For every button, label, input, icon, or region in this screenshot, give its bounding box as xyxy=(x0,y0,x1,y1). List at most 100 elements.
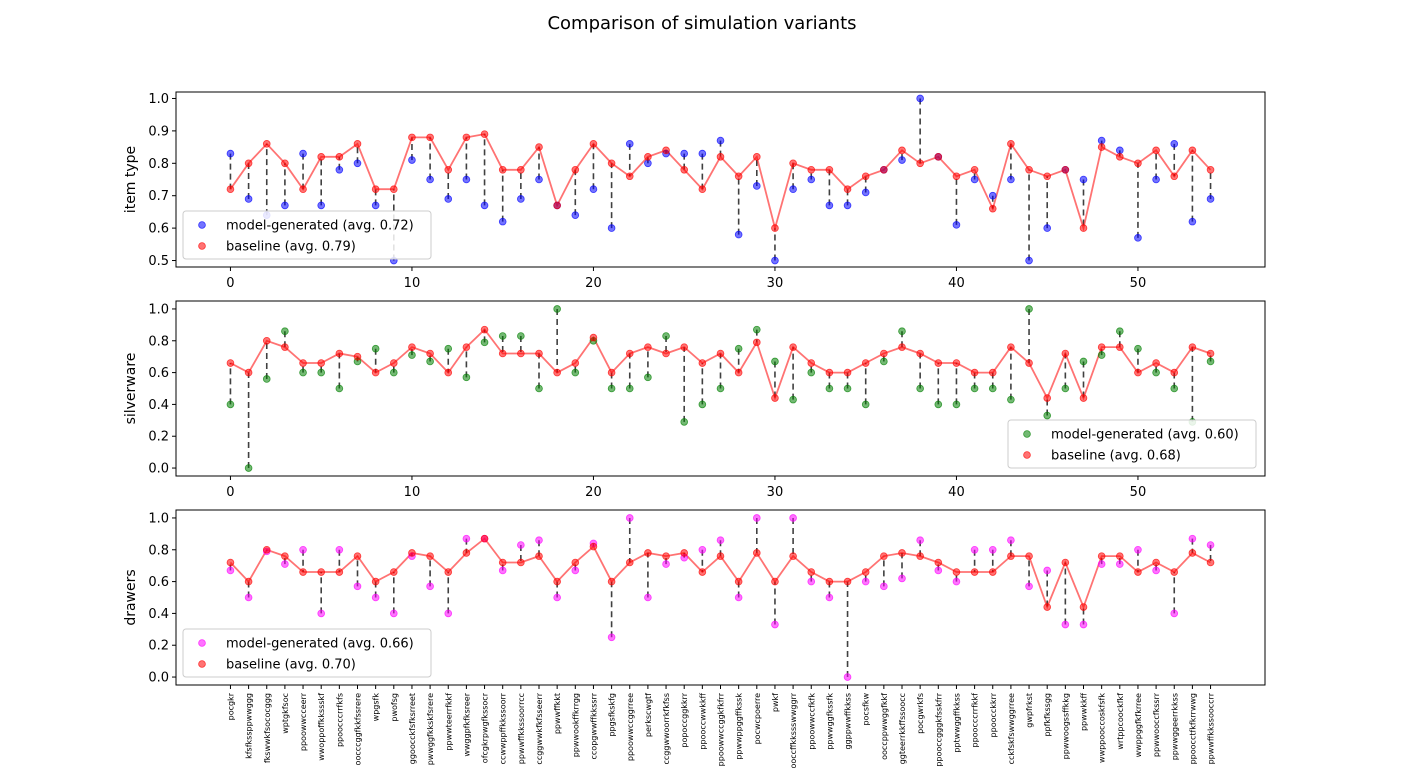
panel-2: 0.0 0.2 0.4 0.6 0.8 1.0 drawers pocgkr kfsfksspp… xyxy=(123,509,1266,768)
baseline-point xyxy=(1061,349,1070,358)
baseline-point xyxy=(571,558,580,567)
x-tick-label: 10 xyxy=(404,485,421,500)
x-tick-label: ppwwffkkssooccrr xyxy=(1207,692,1216,764)
baseline-point xyxy=(1079,224,1088,232)
model-point xyxy=(771,357,779,366)
baseline-point xyxy=(1007,343,1015,351)
model-point xyxy=(444,344,453,353)
baseline-point xyxy=(299,185,307,194)
baseline-point xyxy=(861,359,870,367)
x-tick-label: pocgwrkfs xyxy=(916,693,925,734)
x-tick-label: 40 xyxy=(948,485,965,500)
x-tick-label: ppoocccrrfkfs xyxy=(335,693,344,747)
model-point xyxy=(444,609,453,618)
y-axis-label: drawers xyxy=(123,569,139,625)
baseline-point xyxy=(517,165,525,174)
baseline-point xyxy=(498,558,507,567)
model-point xyxy=(1170,384,1179,393)
legend-label: baseline (avg. 0.79) xyxy=(226,240,356,255)
model-point xyxy=(1025,582,1033,591)
x-tick-label: ggppwwffkkss xyxy=(844,693,853,750)
baseline-point xyxy=(353,552,362,560)
model-point xyxy=(1007,175,1015,184)
model-point xyxy=(299,545,307,554)
model-point xyxy=(970,545,979,554)
baseline-point xyxy=(698,568,707,576)
model-point xyxy=(1134,344,1142,353)
x-tick-label: 10 xyxy=(404,276,421,291)
y-tick-label: 0.8 xyxy=(148,334,169,349)
x-tick-label: 30 xyxy=(767,485,784,500)
x-tick-label: 0 xyxy=(226,485,234,500)
legend-label: model-generated (avg. 0.66) xyxy=(226,637,414,652)
model-point xyxy=(952,400,961,409)
baseline-point xyxy=(226,359,235,367)
model-point xyxy=(335,165,344,174)
model-point xyxy=(861,577,870,586)
baseline-point xyxy=(898,549,906,557)
y-tick-label: 0.6 xyxy=(148,575,169,590)
baseline-point xyxy=(353,140,362,148)
baseline-point xyxy=(1170,568,1179,576)
x-tick-label: ccopgwwffkkssrr xyxy=(589,692,598,759)
x-tick-label: pwkf xyxy=(771,693,780,712)
baseline-point xyxy=(1079,603,1088,611)
model-point xyxy=(299,149,307,158)
model-point xyxy=(898,327,906,336)
baseline-point xyxy=(752,549,761,557)
baseline-point xyxy=(644,549,652,557)
model-point xyxy=(517,332,525,340)
legend-marker xyxy=(1023,430,1031,438)
baseline-point xyxy=(934,558,943,567)
model-point xyxy=(898,156,906,164)
x-tick-label: pocwcpoerre xyxy=(753,693,762,744)
baseline-point xyxy=(371,577,380,586)
model-point xyxy=(916,94,924,103)
baseline-point xyxy=(299,568,307,576)
model-point xyxy=(1079,175,1088,184)
model-point xyxy=(244,593,253,602)
baseline-point xyxy=(734,368,743,377)
baseline-point xyxy=(1025,552,1033,560)
baseline-point xyxy=(571,165,580,174)
model-point xyxy=(698,149,707,158)
x-tick-label: ppgsfkskfg xyxy=(608,693,617,737)
baseline-point xyxy=(625,558,634,567)
x-tick-label: wrtppcoockfkf xyxy=(1116,693,1125,750)
y-tick-label: 0.4 xyxy=(148,607,169,622)
model-point xyxy=(771,256,779,265)
model-point xyxy=(244,195,253,203)
baseline-point xyxy=(988,368,997,377)
baseline-point xyxy=(916,349,924,358)
model-point xyxy=(408,156,416,164)
x-tick-label: fkswwkfsococggg xyxy=(263,693,272,763)
baseline-point xyxy=(389,185,398,194)
model-point xyxy=(916,384,924,393)
baseline-point xyxy=(262,140,271,148)
model-point xyxy=(262,375,271,383)
x-tick-label: 0 xyxy=(226,276,234,291)
baseline-point xyxy=(843,368,852,377)
baseline-point xyxy=(553,368,561,377)
baseline-point xyxy=(807,568,816,576)
model-point xyxy=(825,593,834,602)
model-point xyxy=(1007,536,1015,545)
baseline-point xyxy=(1116,552,1124,560)
model-point xyxy=(625,140,634,148)
legend-marker xyxy=(198,660,206,668)
baseline-point xyxy=(970,568,979,576)
model-point xyxy=(934,566,943,575)
x-tick-label: ppoowwcceerr xyxy=(299,692,308,751)
baseline-point xyxy=(807,165,816,174)
panel-0: 0.5 0.6 0.7 0.8 0.9 1.0 item type 0 10 20 30 40 50 mo… xyxy=(123,91,1266,291)
baseline-point xyxy=(825,165,834,174)
baseline-point xyxy=(825,577,834,586)
baseline-point xyxy=(462,343,471,351)
y-axis-label: silverware xyxy=(123,353,139,425)
baseline-point xyxy=(843,577,852,586)
x-tick-label: ppwwffkkt xyxy=(553,693,562,734)
x-tick-label: 20 xyxy=(585,276,602,291)
baseline-point xyxy=(644,153,652,161)
x-tick-label: pocsfkw xyxy=(862,693,871,726)
